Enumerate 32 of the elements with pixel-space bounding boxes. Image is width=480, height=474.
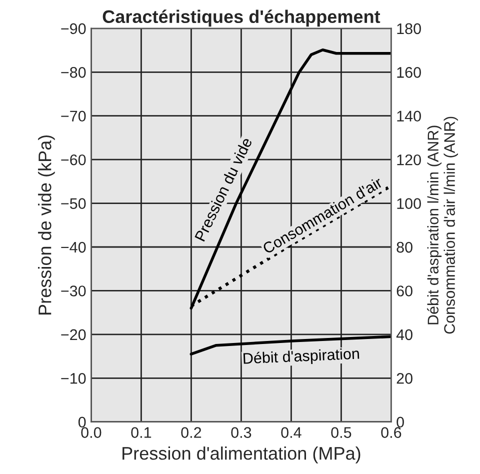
- y2-tick-label: 160: [397, 67, 421, 78]
- series-label: Débit d'aspiration: [243, 347, 360, 367]
- x-tick-label: 0.3: [231, 427, 252, 438]
- y-tick-label: −30: [61, 286, 86, 296]
- y-tick-label: −50: [61, 198, 86, 209]
- y2-tick-label: 60: [396, 286, 412, 296]
- y-tick-label: 0: [78, 416, 86, 428]
- y2-tick-label: 180: [397, 23, 421, 34]
- y-axis-title: Pression de vide (kPa): [38, 135, 55, 314]
- y2-tick-label: 0: [396, 416, 404, 428]
- y-tick-label: −70: [61, 110, 86, 122]
- x-tick-label: 0.5: [331, 427, 352, 438]
- x-tick-label: 0.4: [281, 427, 302, 438]
- x-tick-label: 0.0: [81, 427, 102, 438]
- y-tick-label: −40: [61, 242, 86, 253]
- x-tick-label: 0.6: [381, 427, 402, 438]
- x-axis-title: Pression d'alimentation (MPa): [122, 446, 360, 464]
- x-tick-label: 0.1: [131, 427, 152, 438]
- y2-axis-title: Débit d'aspiration l/min (ANR) Consommation d'air l/min (ANR): [427, 116, 458, 334]
- y-tick-label: −80: [61, 67, 86, 78]
- y2-tick-label: 100: [397, 198, 421, 209]
- y-tick-label: −60: [61, 154, 86, 166]
- y2-tick-label: 120: [397, 154, 421, 166]
- y2-tick-label: 80: [396, 242, 412, 253]
- chart-title: Caractéristiques d'échappement: [102, 10, 380, 27]
- y2-tick-label: 20: [396, 373, 412, 384]
- y-tick-label: −10: [61, 373, 86, 384]
- y2-tick-label: 140: [397, 110, 421, 122]
- y-tick-label: −20: [61, 329, 86, 340]
- y2-tick-label: 40: [396, 329, 412, 340]
- x-tick-label: 0.2: [181, 427, 202, 438]
- y-tick-label: −90: [61, 23, 86, 34]
